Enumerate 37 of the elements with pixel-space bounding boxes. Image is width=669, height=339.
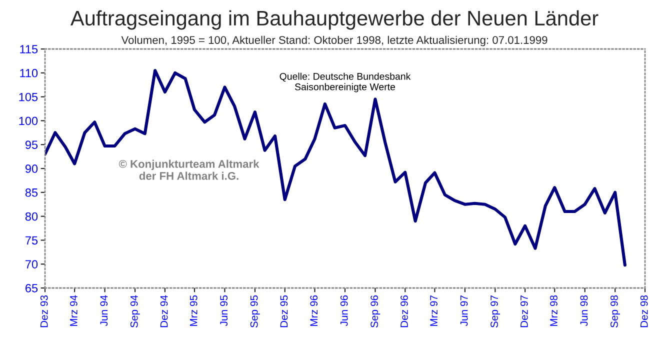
annotation: Quelle: Deutsche Bundesbank Saisonbereinigte Werte <box>280 72 411 92</box>
x-tick-label: Mrz 98 <box>550 295 558 326</box>
x-tick-label: Mrz 94 <box>70 295 78 326</box>
x-tick-label: Sep 98 <box>610 295 620 328</box>
y-tick-label: 85 <box>25 188 38 197</box>
y-tick-label: 100 <box>19 116 38 126</box>
y-tick-label: 95 <box>25 140 38 149</box>
line-series <box>45 68 626 267</box>
x-tick-label: Jun 95 <box>220 295 228 326</box>
x-tick-label: Sep 95 <box>250 295 260 328</box>
annotation: © Konjunkturteam Altmark der FH Altmark i.G. <box>118 160 260 180</box>
x-tick-label: Dez 93 <box>40 295 48 328</box>
y-tick-label: 70 <box>26 260 38 268</box>
y-tick-label: 115 <box>20 45 38 54</box>
chart-title: Auftragseingang im Bauhauptgewerbe der Neuen Länder <box>70 10 598 30</box>
chart-subtitle: Volumen, 1995 = 100, Aktueller Stand: Oktober 1998, letzte Aktualisierung: 07.01.1999 <box>121 36 548 46</box>
x-tick-label: Jun 94 <box>100 295 108 326</box>
x-tick-label: Jun 98 <box>580 295 588 326</box>
y-tick-label: 65 <box>26 284 38 292</box>
x-tick-label: Jun 96 <box>340 295 348 326</box>
x-tick-label: Sep 94 <box>130 295 140 328</box>
y-tick-label: 110 <box>20 68 38 78</box>
x-tick-label: Mrz 96 <box>310 295 318 326</box>
x-tick-label: Mrz 95 <box>190 295 198 326</box>
x-tick-label: Mrz 97 <box>430 295 438 326</box>
x-tick-label: Dez 94 <box>160 295 168 328</box>
y-tick-label: 80 <box>25 212 38 221</box>
x-tick-label: Sep 96 <box>370 295 380 328</box>
y-tick-label: 105 <box>19 92 38 102</box>
y-tick-label: 90 <box>25 164 38 173</box>
x-tick-label: Sep 97 <box>490 295 500 328</box>
x-tick-label: Dez 98 <box>640 295 648 328</box>
x-tick-label: Jun 97 <box>460 295 468 326</box>
x-tick-label: Dez 96 <box>400 295 408 328</box>
x-tick-label: Dez 97 <box>520 295 528 328</box>
x-tick-label: Dez 95 <box>280 295 288 328</box>
y-tick-label: 75 <box>26 236 38 245</box>
